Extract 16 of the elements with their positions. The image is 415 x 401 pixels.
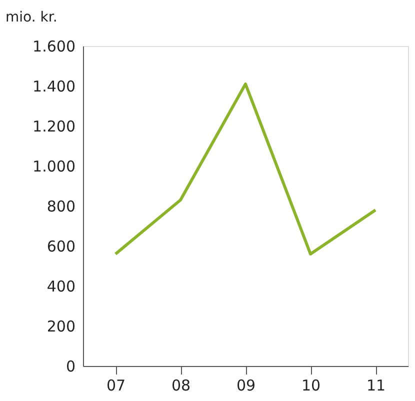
y-tick-label: 1.200 — [32, 118, 76, 136]
y-tick-label: 1.000 — [32, 158, 76, 176]
y-axis-title: mio. kr. — [6, 10, 58, 26]
y-tick-label: 0 — [66, 358, 76, 376]
y-tick-label: 1.600 — [32, 38, 76, 56]
x-tick-label: 09 — [236, 376, 256, 394]
y-tick-label: 1.400 — [32, 78, 76, 96]
x-tick-label: 07 — [106, 376, 126, 394]
x-tick-label: 10 — [301, 376, 321, 394]
line-series — [114, 82, 377, 256]
y-tick-label: 400 — [46, 278, 76, 296]
y-tick-label: 600 — [46, 238, 76, 256]
y-tick-label: 800 — [46, 198, 76, 216]
y-tick-label: 200 — [46, 318, 76, 336]
x-tick-label: 11 — [366, 376, 386, 394]
x-tick-label: 08 — [171, 376, 191, 394]
